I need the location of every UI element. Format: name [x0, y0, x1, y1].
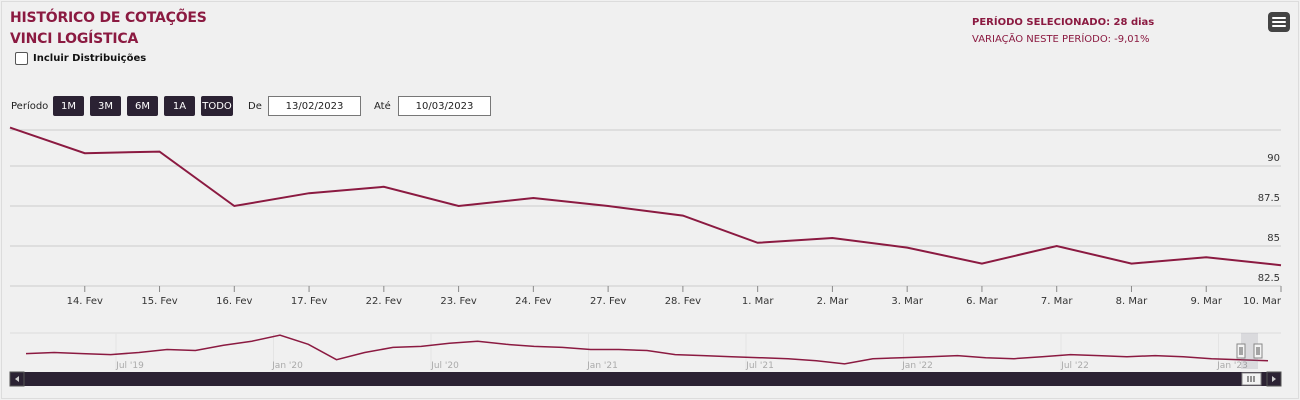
x-tick-label: 14. Fev: [67, 296, 103, 307]
chart-title: HISTÓRICO DE COTAÇÕES: [10, 10, 207, 26]
x-tick-label: 15. Fev: [141, 296, 177, 307]
chart-subtitle: VINCI LOGÍSTICA: [10, 31, 139, 47]
range-button-3m[interactable]: 3M: [90, 96, 121, 116]
navigator-handle-right[interactable]: [1253, 343, 1263, 359]
data-point[interactable]: [8, 125, 13, 130]
x-tick-label: 27. Fev: [590, 296, 626, 307]
x-tick-label: 9. Mar: [1190, 296, 1222, 307]
include-distributions-label: Incluir Distribuições: [33, 53, 147, 64]
data-point[interactable]: [905, 245, 910, 250]
period-variation-text: VARIAÇÃO NESTE PERÍODO: -9,01%: [972, 34, 1150, 45]
data-point[interactable]: [157, 149, 162, 154]
data-point[interactable]: [606, 204, 611, 209]
period-label: Período: [11, 101, 49, 112]
data-point[interactable]: [979, 261, 984, 266]
navigator-x-label: Jan '20: [271, 361, 303, 371]
navigator-x-label: Jul '20: [430, 361, 459, 371]
to-label: Até: [374, 101, 391, 112]
data-point[interactable]: [82, 151, 87, 156]
range-button-1a[interactable]: 1A: [164, 96, 195, 116]
navigator-x-label: Jan '21: [586, 361, 618, 371]
include-distributions-toggle[interactable]: Incluir Distribuições: [15, 52, 146, 65]
x-tick-label: 24. Fev: [515, 296, 551, 307]
navigator-series: [25, 334, 1269, 365]
arrow-right-icon: [1272, 376, 1276, 382]
x-tick-label: 28. Fev: [665, 296, 701, 307]
include-distributions-checkbox[interactable]: [15, 52, 28, 65]
y-tick-label: 82.5: [1258, 273, 1280, 284]
x-axis: 14. Fev 15. Fev 16. Fev 17. Fev 22. Fev 23. F…: [67, 286, 1282, 307]
x-tick-label: 2. Mar: [817, 296, 849, 307]
data-point[interactable]: [830, 236, 835, 241]
x-tick-label: 6. Mar: [966, 296, 998, 307]
period-selected-text: PERÍODO SELECIONADO: 28 dias: [972, 17, 1155, 28]
data-point[interactable]: [1054, 244, 1059, 249]
to-date-input[interactable]: [398, 96, 491, 116]
y-tick-label: 90: [1267, 153, 1280, 164]
scrollbar-track[interactable]: [10, 372, 1281, 386]
data-point[interactable]: [456, 204, 461, 209]
y-axis: 82.5 85 87.5 90: [1258, 153, 1280, 284]
x-tick-label: 23. Fev: [440, 296, 476, 307]
grid-lines: [10, 129, 1281, 287]
data-point[interactable]: [755, 240, 760, 245]
data-point[interactable]: [1204, 255, 1209, 260]
data-point[interactable]: [1129, 261, 1134, 266]
from-date-input[interactable]: [268, 96, 361, 116]
export-menu-button[interactable]: [1268, 12, 1290, 32]
navigator-x-label: Jan '22: [901, 361, 933, 371]
navigator-handle-left[interactable]: [1236, 343, 1246, 359]
x-tick-label: 10. Mar: [1243, 296, 1282, 307]
data-point[interactable]: [381, 184, 386, 189]
from-label: De: [248, 101, 262, 112]
data-point[interactable]: [307, 191, 312, 196]
x-tick-label: 16. Fev: [216, 296, 252, 307]
navigator[interactable]: Jul '19 Jan '20 Jul '20 Jan '21 Jul '21 Jan '…: [9, 332, 1282, 387]
range-button-1m[interactable]: 1M: [53, 96, 84, 116]
navigator-x-label: Jan '23: [1216, 361, 1248, 371]
y-tick-label: 87.5: [1258, 193, 1280, 204]
x-tick-label: 17. Fev: [291, 296, 327, 307]
hamburger-icon: [1272, 17, 1286, 19]
price-line[interactable]: [9, 126, 1282, 267]
navigator-x-label: Jul '19: [115, 361, 144, 371]
arrow-left-icon: [15, 376, 19, 382]
x-tick-label: 8. Mar: [1116, 296, 1148, 307]
x-tick-label: 1. Mar: [742, 296, 774, 307]
data-point[interactable]: [531, 196, 536, 201]
data-point[interactable]: [680, 213, 685, 218]
y-tick-label: 85: [1267, 233, 1280, 244]
data-point[interactable]: [1279, 263, 1284, 268]
range-button-todo[interactable]: TODO: [201, 96, 233, 116]
navigator-selection[interactable]: [1241, 333, 1258, 369]
hamburger-icon: [1272, 25, 1286, 27]
navigator-x-label: Jul '22: [1060, 361, 1089, 371]
hamburger-icon: [1272, 21, 1286, 23]
x-tick-label: 22. Fev: [366, 296, 402, 307]
data-point[interactable]: [232, 204, 237, 209]
navigator-x-label: Jul '21: [745, 361, 774, 371]
x-tick-label: 3. Mar: [891, 296, 923, 307]
x-tick-label: 7. Mar: [1041, 296, 1073, 307]
range-button-6m[interactable]: 6M: [127, 96, 158, 116]
